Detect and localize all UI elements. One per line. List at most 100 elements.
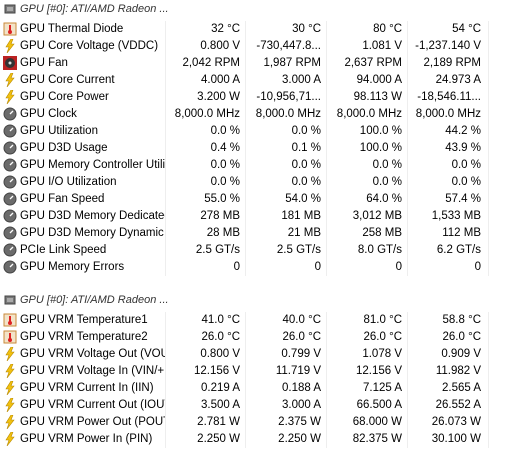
sensor-value: 8,000.0 MHz — [336, 108, 402, 120]
sensor-row[interactable]: GPU Memory Controller Utili... 0.0 % 0.0 %… — [0, 157, 490, 174]
sensor-row[interactable]: GPU VRM Power In (PIN) 2.250 W 2.250 W 82.3… — [0, 431, 490, 448]
sensor-label: GPU D3D Memory Dedicated — [20, 210, 165, 222]
sensor-value: 26.0 °C — [363, 331, 402, 343]
sensor-label: GPU Memory Errors — [20, 261, 125, 273]
sensor-label: GPU VRM Current Out (IOUT) — [20, 399, 165, 411]
sensor-value: 26.552 A — [435, 399, 481, 411]
section-header[interactable]: GPU [#0]: ATI/AMD Radeon ... — [0, 1, 490, 18]
sensor-value: 12.156 V — [193, 365, 240, 377]
sensor-row[interactable]: GPU I/O Utilization 0.0 % 0.0 % 0.0 % 0.0 % — [0, 174, 490, 191]
sensor-value: 0.0 % — [210, 125, 240, 137]
sensor-row[interactable]: GPU Thermal Diode 32 °C 30 °C 80 °C 54 °C — [0, 21, 490, 38]
sensor-value: 0.0 % — [291, 125, 321, 137]
sensor-row[interactable]: GPU D3D Usage 0.4 % 0.1 % 100.0 % 43.9 % — [0, 140, 490, 157]
section-title: GPU [#0]: ATI/AMD Radeon ... — [20, 3, 169, 15]
sensor-value: 58.8 °C — [442, 314, 481, 326]
column-divider — [407, 312, 408, 448]
sensor-value: 81.0 °C — [363, 314, 402, 326]
sensor-value: 4.000 A — [200, 74, 240, 86]
sensor-value: 40.0 °C — [282, 314, 321, 326]
sensor-value: 258 MB — [362, 227, 402, 239]
sensor-label: GPU VRM Voltage In (VIN/+... — [20, 365, 165, 377]
sensor-value: 0.0 % — [372, 159, 402, 171]
sensor-label: GPU VRM Power In (PIN) — [20, 433, 153, 445]
sensor-row[interactable]: GPU Utilization 0.0 % 0.0 % 100.0 % 44.2 % — [0, 123, 490, 140]
sensor-value: 2.5 GT/s — [195, 244, 240, 256]
sensor-value: 2.250 W — [278, 433, 321, 445]
sensor-row[interactable]: GPU D3D Memory Dedicated 278 MB 181 MB 3,01… — [0, 208, 490, 225]
sensor-row[interactable]: GPU Core Voltage (VDDC) 0.800 V -730,447.8… — [0, 38, 490, 55]
icon — [3, 313, 17, 327]
sensor-row[interactable]: GPU VRM Temperature2 26.0 °C 26.0 °C 26.0 °… — [0, 329, 490, 346]
sensor-row[interactable]: GPU Core Power 3.200 W -10,956,71... 98.113… — [0, 89, 490, 106]
sensor-label: GPU Fan Speed — [20, 193, 105, 205]
sensor-value: 0.219 A — [200, 382, 240, 394]
icon — [5, 398, 15, 412]
sensor-row[interactable]: GPU VRM Current Out (IOUT) 3.500 A 3.000 A… — [0, 397, 490, 414]
sensor-value: 1,987 RPM — [263, 57, 321, 69]
sensor-value: 2.565 A — [441, 382, 481, 394]
sensor-value: 68.000 W — [352, 416, 402, 428]
column-divider — [165, 312, 166, 448]
sensor-value: 2.250 W — [197, 433, 240, 445]
column-divider — [488, 21, 489, 276]
sensor-label: GPU Thermal Diode — [20, 23, 124, 35]
sensor-row[interactable]: GPU VRM Current In (IIN) 0.219 A 0.188 A 7.… — [0, 380, 490, 397]
sensor-value: 26.0 °C — [442, 331, 481, 343]
sensor-row[interactable]: PCIe Link Speed 2.5 GT/s 2.5 GT/s 8.0 GT/s 6… — [0, 242, 490, 259]
sensor-row[interactable]: GPU Fan Speed 55.0 % 54.0 % 64.0 % 57.4 % — [0, 191, 490, 208]
icon — [3, 107, 17, 121]
sensor-value: 26.073 W — [431, 416, 481, 428]
sensor-value: 30.100 W — [431, 433, 481, 445]
sensor-value: 2.781 W — [197, 416, 240, 428]
icon — [5, 364, 15, 378]
sensor-row[interactable]: GPU VRM Power Out (POUT) 2.781 W 2.375 W 68… — [0, 414, 490, 431]
sensor-value: 1.081 V — [362, 40, 402, 52]
sensor-value: 0.909 V — [441, 348, 481, 360]
sensor-value: 0.0 % — [210, 159, 240, 171]
sensor-value: 64.0 % — [366, 193, 402, 205]
section-title: GPU [#0]: ATI/AMD Radeon ... — [20, 294, 169, 306]
icon — [3, 260, 17, 274]
icon — [3, 192, 17, 206]
sensor-row[interactable]: GPU Fan 2,042 RPM 1,987 RPM 2,637 RPM 2,189 … — [0, 55, 490, 72]
sensor-value: 26.0 °C — [282, 331, 321, 343]
column-divider — [245, 312, 246, 448]
icon — [5, 415, 15, 429]
icon — [5, 39, 15, 53]
sensor-value: 3,012 MB — [352, 210, 402, 222]
sensor-value: 0 — [395, 261, 402, 273]
sensor-row[interactable]: GPU Core Current 4.000 A 3.000 A 94.000 A 24… — [0, 72, 490, 89]
sensor-label: PCIe Link Speed — [20, 244, 107, 256]
icon — [3, 124, 17, 138]
sensor-row[interactable]: GPU D3D Memory Dynamic 28 MB 21 MB 258 MB 11… — [0, 225, 490, 242]
sensor-value: 41.0 °C — [201, 314, 240, 326]
icon — [5, 432, 15, 446]
sensor-label: GPU VRM Temperature2 — [20, 331, 148, 343]
column-divider — [488, 312, 489, 448]
sensor-row[interactable]: GPU VRM Temperature1 41.0 °C 40.0 °C 81.0 °… — [0, 312, 490, 329]
sensor-row[interactable]: GPU Memory Errors 0 0 0 0 — [0, 259, 490, 276]
sensor-value: 8.0 GT/s — [357, 244, 402, 256]
icon — [3, 330, 17, 344]
column-divider — [165, 21, 166, 276]
sensor-value: 28 MB — [206, 227, 240, 239]
sensor-label: GPU VRM Temperature1 — [20, 314, 148, 326]
sensor-label: GPU Fan — [20, 57, 68, 69]
sensor-value: 66.500 A — [356, 399, 402, 411]
icon — [5, 381, 15, 395]
sensor-value: 1,533 MB — [431, 210, 481, 222]
sensor-row[interactable]: GPU VRM Voltage Out (VOU... 0.800 V 0.799 … — [0, 346, 490, 363]
sensor-value: 55.0 % — [204, 193, 240, 205]
sensor-label: GPU VRM Voltage Out (VOU... — [20, 348, 165, 360]
sensor-label: GPU Core Voltage (VDDC) — [20, 40, 159, 52]
sensor-value: 181 MB — [281, 210, 321, 222]
sensor-row[interactable]: GPU VRM Voltage In (VIN/+... 12.156 V 11.7… — [0, 363, 490, 380]
sensor-row[interactable]: GPU Clock 8,000.0 MHz 8,000.0 MHz 8,000.0 M… — [0, 106, 490, 123]
column-divider — [245, 21, 246, 276]
sensor-value: 94.000 A — [356, 74, 402, 86]
sensor-value: -1,237.140 V — [415, 40, 481, 52]
icon — [5, 73, 15, 87]
section-header[interactable]: GPU [#0]: ATI/AMD Radeon ... — [0, 292, 490, 309]
